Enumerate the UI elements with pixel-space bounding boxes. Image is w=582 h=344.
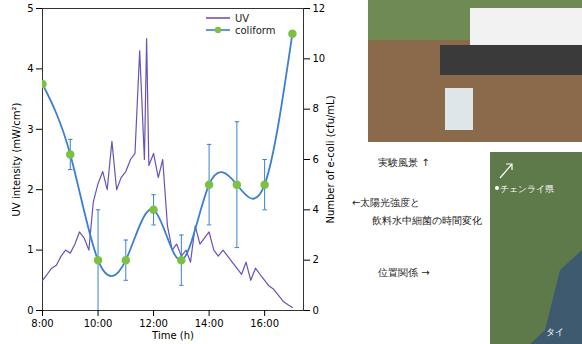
- svg-text:1: 1: [27, 244, 33, 255]
- svg-text:14:00: 14:00: [195, 318, 224, 329]
- svg-text:4: 4: [313, 204, 319, 215]
- svg-text:8:00: 8:00: [31, 318, 53, 329]
- html-text:UV: UV: [235, 12, 250, 24]
- svg-text:16:00: 16:00: [250, 318, 279, 329]
- svg-text:Time (h): Time (h): [151, 330, 194, 341]
- svg-text:2: 2: [27, 184, 33, 195]
- svg-text:2: 2: [313, 254, 319, 265]
- svg-text:8: 8: [313, 103, 319, 114]
- html-text:←太陽光強度と: ←太陽光強度と: [352, 197, 421, 208]
- html-text:coliform: coliform: [235, 24, 276, 36]
- html-text:位置関係 →: 位置関係 →: [378, 267, 430, 278]
- html-text:実験風景 ↑: 実験風景 ↑: [378, 157, 430, 168]
- svg-text:UV intensity (mW/cm²): UV intensity (mW/cm²): [11, 102, 22, 216]
- svg-text:0: 0: [27, 305, 33, 316]
- svg-text:Number of e-coli (cfu/mL): Number of e-coli (cfu/mL): [325, 95, 336, 223]
- html-text:チェンライ県: チェンライ県: [500, 184, 554, 194]
- svg-text:5: 5: [27, 3, 33, 14]
- svg-text:10: 10: [313, 53, 326, 64]
- svg-text:3: 3: [27, 124, 33, 135]
- svg-text:10:00: 10:00: [84, 318, 113, 329]
- svg-text:12:00: 12:00: [139, 318, 168, 329]
- svg-text:4: 4: [27, 63, 33, 74]
- html-text:タイ: タイ: [546, 327, 564, 337]
- svg-text:6: 6: [313, 154, 319, 165]
- html-text:飲料水中細菌の時間変化: 飲料水中細菌の時間変化: [372, 215, 482, 226]
- svg-text:0: 0: [313, 305, 319, 316]
- svg-text:12: 12: [313, 3, 326, 14]
